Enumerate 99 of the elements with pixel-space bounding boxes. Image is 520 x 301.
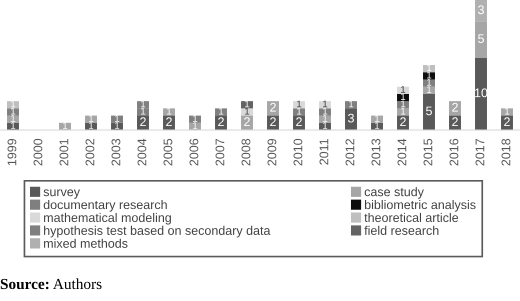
bar xyxy=(85,116,97,123)
data-label: 1 xyxy=(401,86,406,93)
x-tick-label: 2015 xyxy=(424,138,432,166)
data-label: 1 xyxy=(375,115,380,122)
x-tick-label: 2010 xyxy=(294,138,302,166)
bar xyxy=(241,101,253,108)
data-label: 5 xyxy=(478,34,484,44)
legend-label: mathematical modeling xyxy=(44,212,171,225)
data-label: 10 xyxy=(475,88,488,98)
bar xyxy=(423,72,435,80)
data-label: 1 xyxy=(427,72,432,78)
data-label: 1 xyxy=(141,108,146,114)
data-label: 1 xyxy=(401,100,406,108)
data-label: 2 xyxy=(296,117,302,126)
data-label: 1 xyxy=(193,115,198,122)
data-label: 2 xyxy=(270,102,276,112)
x-tick-label: 2013 xyxy=(372,138,380,166)
data-label: 1 xyxy=(427,86,432,93)
x-tick-label: 2016 xyxy=(450,138,458,166)
legend-label: mixed methods xyxy=(44,238,128,248)
data-label: 1 xyxy=(167,108,172,114)
data-label: 2 xyxy=(166,117,172,126)
bar xyxy=(397,86,409,94)
data-label: 2 xyxy=(452,102,458,112)
data-label: 1 xyxy=(141,100,146,108)
x-tick-label: 2001 xyxy=(60,138,68,166)
data-label: 1 xyxy=(115,122,120,129)
data-label: 1 xyxy=(89,115,94,122)
bar xyxy=(267,101,279,116)
bar xyxy=(449,101,461,116)
legend-label: documentary research xyxy=(44,200,167,212)
x-tick-label: 2008 xyxy=(242,138,250,166)
x-tick-label: 2006 xyxy=(190,138,198,166)
bar xyxy=(319,116,331,123)
bar xyxy=(345,101,357,108)
x-tick-label: 2007 xyxy=(216,138,224,166)
bar xyxy=(293,101,305,108)
bar xyxy=(111,116,123,123)
data-label: 1 xyxy=(115,115,120,122)
data-label: 1 xyxy=(349,100,354,108)
data-label: 2 xyxy=(400,117,406,126)
x-tick-label: 2004 xyxy=(138,138,146,166)
data-label: 1 xyxy=(89,122,94,129)
data-label: 2 xyxy=(270,117,276,126)
data-label: 1 xyxy=(323,108,328,114)
data-label: 2 xyxy=(140,117,146,126)
bar xyxy=(7,116,19,123)
legend-label: case study xyxy=(364,187,424,199)
data-label: 1 xyxy=(323,100,328,108)
x-tick-label: 2009 xyxy=(268,138,276,166)
data-label: 3 xyxy=(348,114,354,123)
x-tick-label: 2005 xyxy=(164,138,172,166)
data-label: 1 xyxy=(219,108,224,114)
data-label: 1 xyxy=(401,108,406,114)
x-tick-label: 2011 xyxy=(320,138,328,165)
data-label: 2 xyxy=(504,117,510,126)
bar xyxy=(371,116,383,123)
bar xyxy=(319,101,331,108)
bar xyxy=(423,94,435,130)
data-label: 1 xyxy=(11,100,16,108)
legend-label: survey xyxy=(44,189,80,199)
data-label: 5 xyxy=(426,106,432,116)
data-label: 1 xyxy=(375,122,380,129)
data-label: 1 xyxy=(323,122,328,129)
legend-label: field research xyxy=(364,226,438,235)
data-label: 1 xyxy=(505,108,510,114)
x-tick-label: 2014 xyxy=(398,138,406,166)
legend-label: hypothesis test based on secondary data xyxy=(44,226,270,238)
data-label: 3 xyxy=(478,5,484,14)
x-tick-label: 1999 xyxy=(8,138,16,166)
x-tick-label: 2003 xyxy=(112,138,120,166)
data-label: 1 xyxy=(427,78,432,86)
data-label: 1 xyxy=(297,108,302,114)
data-label: 2 xyxy=(452,117,458,126)
bar xyxy=(7,101,19,108)
data-label: 1 xyxy=(245,100,250,108)
data-label: 1 xyxy=(193,122,198,129)
data-label: 1 xyxy=(297,100,302,108)
data-label: 2 xyxy=(244,117,250,126)
data-label: 1 xyxy=(245,108,250,114)
data-label: 1 xyxy=(11,108,16,114)
x-tick-label: 2000 xyxy=(34,138,42,166)
data-label: 1 xyxy=(11,115,16,122)
bar xyxy=(423,86,435,94)
legend-label: theoretical article xyxy=(364,212,458,222)
x-tick-label: 2018 xyxy=(502,138,510,166)
legend-label: bibliometric analysis xyxy=(364,200,476,212)
source-note: Source: Authors xyxy=(0,278,102,290)
x-tick-label: 2012 xyxy=(346,138,354,166)
data-label: 1 xyxy=(63,122,68,129)
data-label: 1 xyxy=(323,115,328,122)
data-label: 1 xyxy=(401,93,406,100)
data-label: 2 xyxy=(218,117,224,126)
x-tick-label: 2017 xyxy=(476,138,484,166)
bar xyxy=(475,58,487,130)
data-label: 1 xyxy=(11,122,16,129)
x-tick-label: 2002 xyxy=(86,138,94,166)
bar xyxy=(397,101,409,108)
bar xyxy=(189,116,201,123)
